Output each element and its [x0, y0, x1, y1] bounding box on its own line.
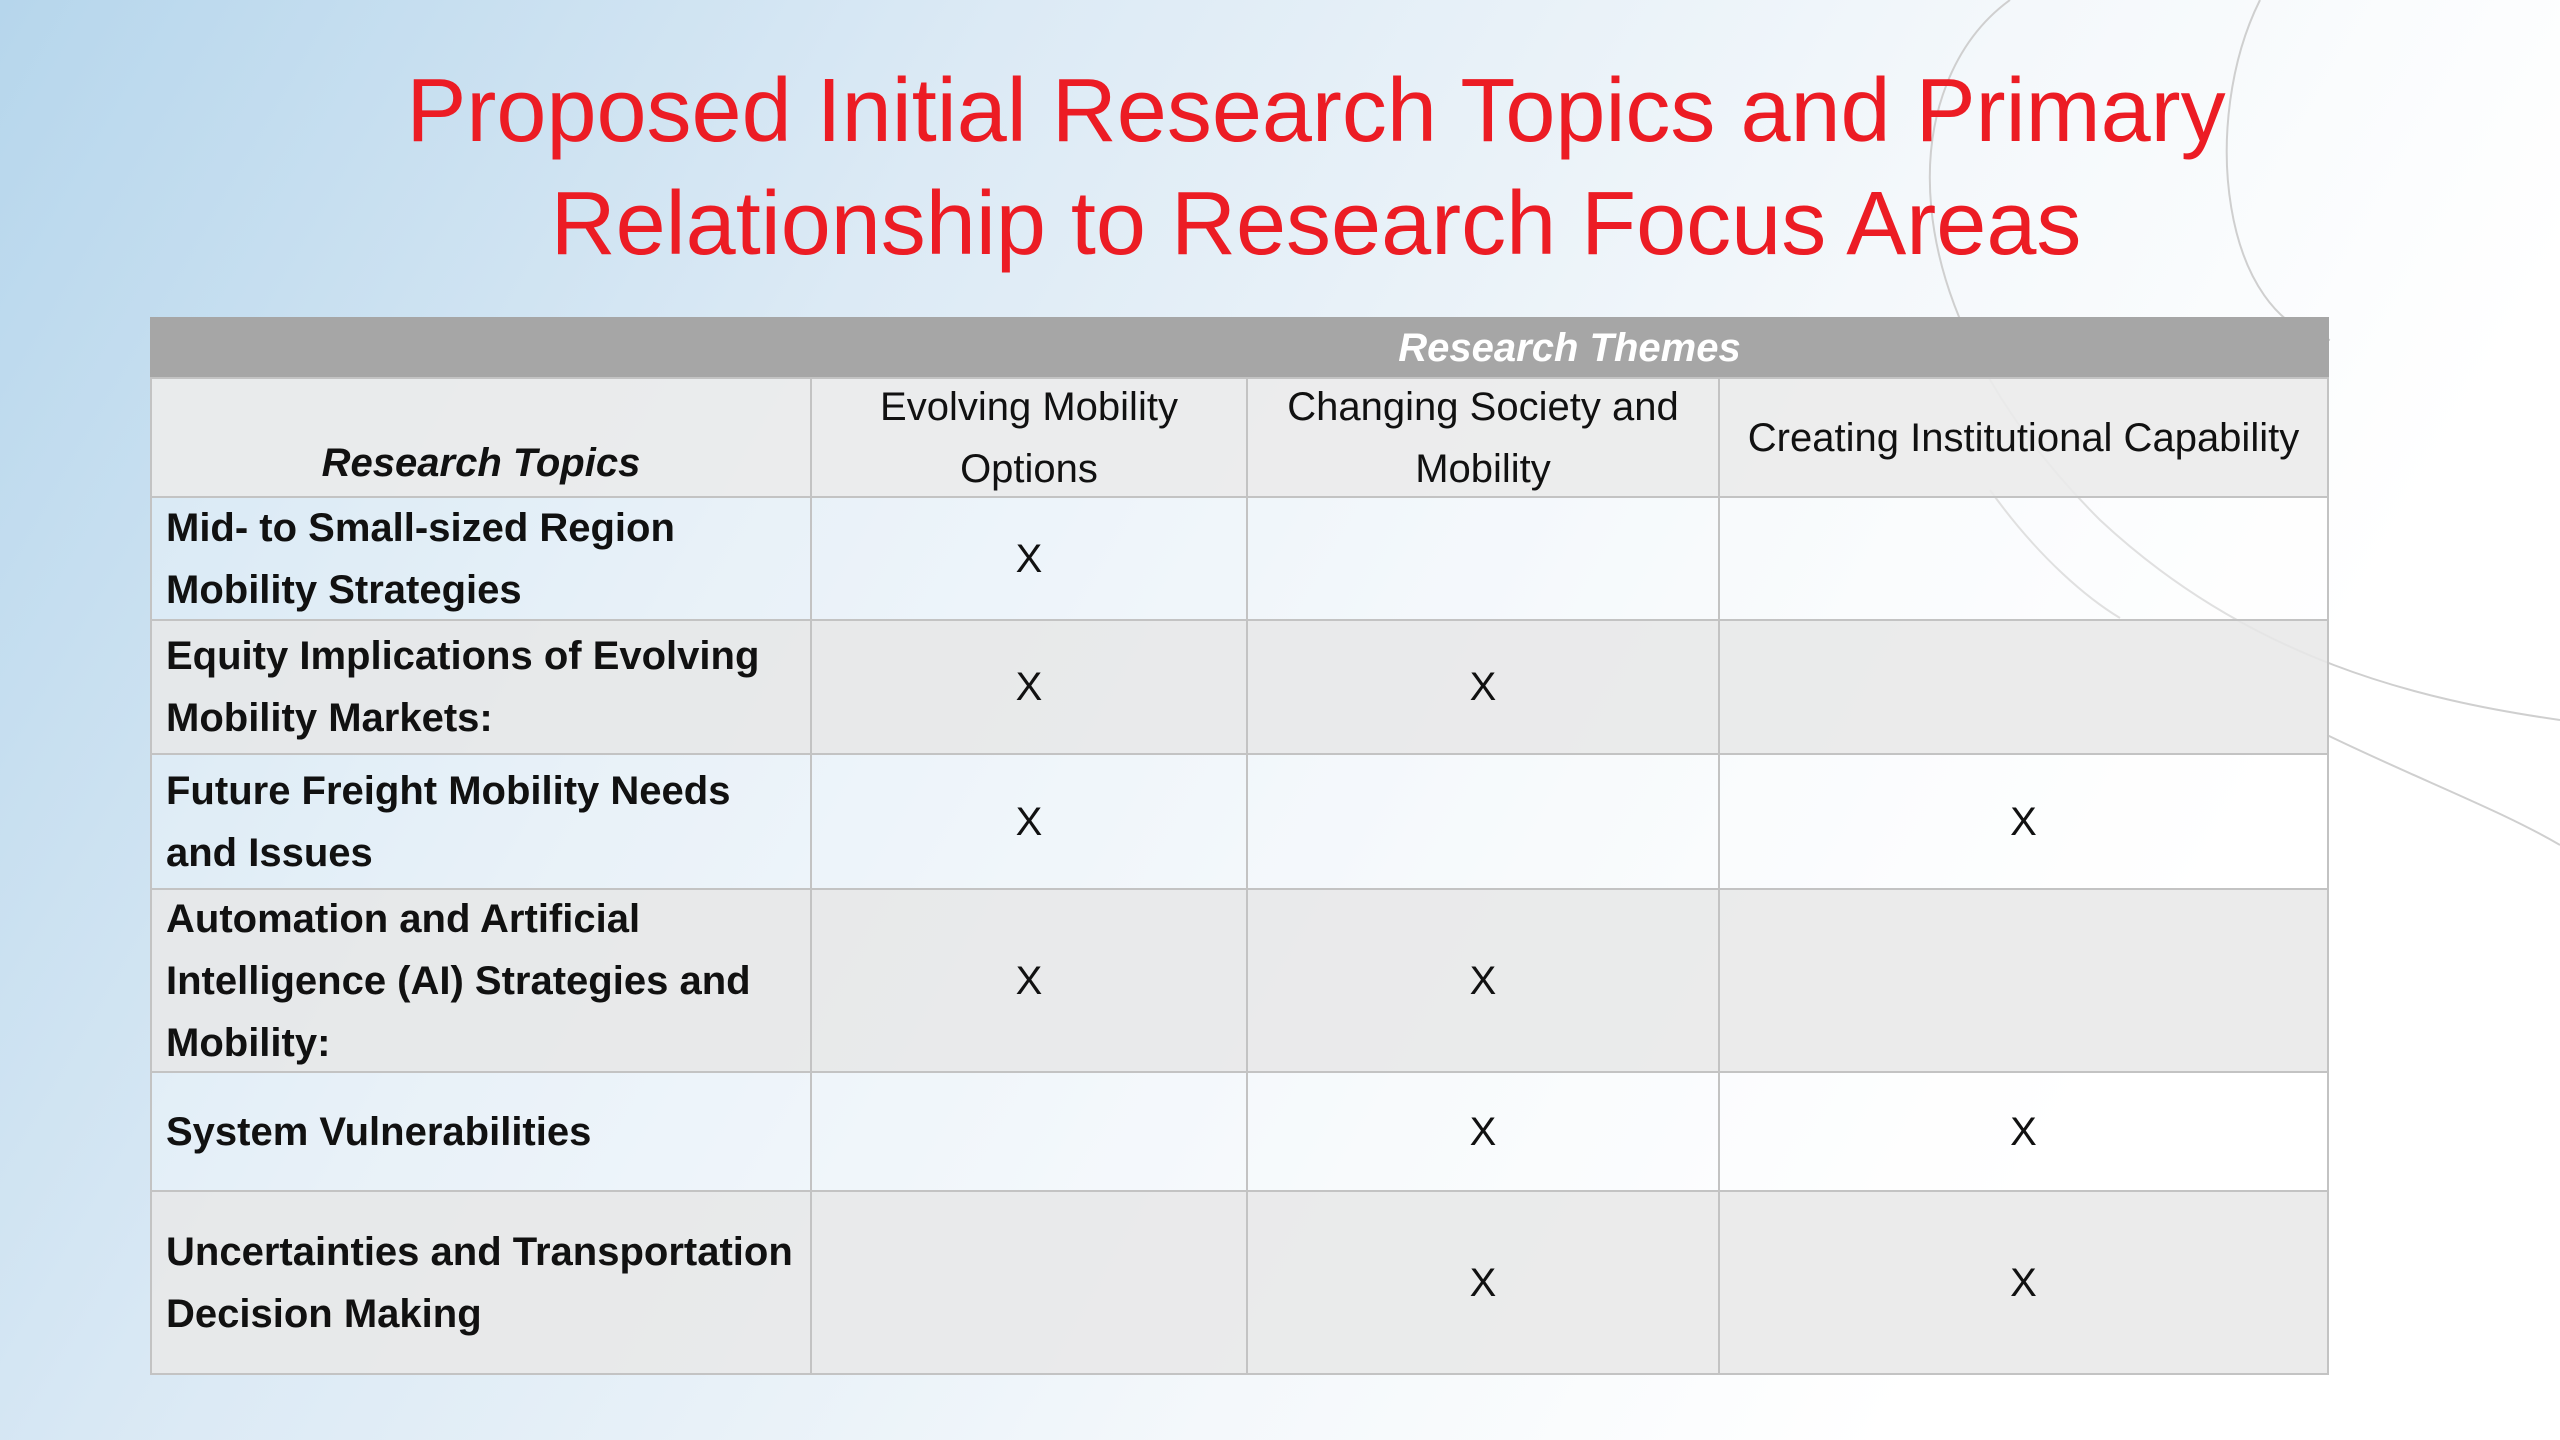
column-header: Creating Institutional Capability: [1718, 377, 2329, 498]
mark-cell: [810, 1071, 1248, 1192]
column-header: Changing Society and Mobility: [1246, 377, 1720, 498]
mark-cell: [1718, 496, 2329, 621]
row-topic: Equity Implications of Evolving Mobility…: [150, 619, 812, 755]
mark-cell: X: [1718, 1190, 2329, 1375]
column-header: Research Topics: [150, 377, 812, 498]
mark-cell: [810, 1190, 1248, 1375]
mark-cell: [1718, 888, 2329, 1073]
mark-cell: [1246, 496, 1720, 621]
row-topic: System Vulnerabilities: [150, 1071, 812, 1192]
row-topic: Automation and Artificial Intelligence (…: [150, 888, 812, 1073]
title-line: Proposed Initial Research Topics and Pri…: [406, 61, 2226, 161]
mark-cell: X: [1246, 619, 1720, 755]
mark-cell: [1246, 753, 1720, 890]
title-line: Relationship to Research Focus Areas: [550, 174, 2082, 274]
mark-cell: X: [1246, 1190, 1720, 1375]
group-header-bar: [150, 317, 812, 379]
row-topic: Future Freight Mobility Needs and Issues: [150, 753, 812, 890]
row-topic: Uncertainties and Transportation Decisio…: [150, 1190, 812, 1375]
mark-cell: X: [810, 619, 1248, 755]
mark-cell: X: [1718, 753, 2329, 890]
mark-cell: [1718, 619, 2329, 755]
mark-cell: X: [1718, 1071, 2329, 1192]
mark-cell: X: [810, 496, 1248, 621]
mark-cell: X: [810, 753, 1248, 890]
mark-cell: X: [1246, 1071, 1720, 1192]
group-header: Research Themes: [810, 317, 2329, 379]
column-header: Evolving Mobility Options: [810, 377, 1248, 498]
mark-cell: X: [1246, 888, 1720, 1073]
mark-cell: X: [810, 888, 1248, 1073]
row-topic: Mid- to Small-sized Region Mobility Stra…: [150, 496, 812, 621]
